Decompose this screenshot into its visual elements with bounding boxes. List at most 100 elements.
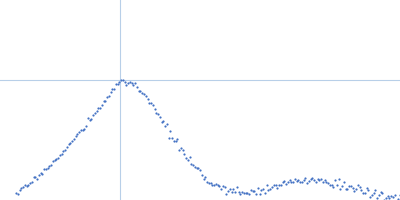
Point <box>194 166 200 169</box>
Point <box>274 186 280 190</box>
Point <box>109 88 116 91</box>
Point <box>272 184 279 187</box>
Point <box>328 184 335 187</box>
Point <box>339 184 345 187</box>
Point <box>176 148 182 151</box>
Point <box>350 186 356 190</box>
Point <box>276 184 282 187</box>
Point <box>74 132 80 136</box>
Point <box>206 181 212 184</box>
Point <box>78 129 84 132</box>
Point <box>270 183 277 187</box>
Point <box>58 153 65 156</box>
Point <box>185 158 191 161</box>
Point <box>390 196 396 199</box>
Point <box>278 184 284 187</box>
Point <box>300 179 307 182</box>
Point <box>57 153 63 156</box>
Point <box>381 198 388 200</box>
Point <box>323 180 330 183</box>
Point <box>360 192 366 195</box>
Point <box>299 180 305 183</box>
Point <box>262 192 268 195</box>
Point <box>86 118 93 122</box>
Point <box>53 157 60 161</box>
Point <box>286 179 293 182</box>
Point <box>370 191 377 194</box>
Point <box>62 148 68 152</box>
Point <box>376 193 382 196</box>
Point <box>372 188 379 192</box>
Point <box>116 80 123 83</box>
Point <box>264 183 270 186</box>
Point <box>99 104 105 107</box>
Point <box>355 183 361 186</box>
Point <box>60 149 66 152</box>
Point <box>353 188 359 191</box>
Point <box>392 193 398 196</box>
Point <box>344 188 350 191</box>
Point <box>136 89 142 92</box>
Point <box>260 188 266 191</box>
Point <box>71 137 77 140</box>
Point <box>142 95 149 98</box>
Point <box>218 188 224 191</box>
Point <box>155 112 161 115</box>
Point <box>304 182 310 185</box>
Point <box>104 96 110 99</box>
Point <box>334 183 340 187</box>
Point <box>67 142 74 145</box>
Point <box>267 188 274 191</box>
Point <box>150 104 156 107</box>
Point <box>22 183 28 186</box>
Point <box>369 194 375 197</box>
Point <box>318 178 324 181</box>
Point <box>223 192 230 196</box>
Point <box>395 197 400 200</box>
Point <box>297 181 303 184</box>
Point <box>46 164 52 167</box>
Point <box>397 193 400 196</box>
Point <box>222 186 228 189</box>
Point <box>251 189 258 192</box>
Point <box>311 178 317 181</box>
Point <box>28 180 35 183</box>
Point <box>356 186 363 189</box>
Point <box>330 185 336 188</box>
Point <box>302 176 308 180</box>
Point <box>83 124 89 128</box>
Point <box>44 167 51 170</box>
Point <box>258 189 265 192</box>
Point <box>102 99 109 103</box>
Point <box>32 175 38 179</box>
Point <box>27 181 33 184</box>
Point <box>200 177 207 180</box>
Point <box>204 181 210 184</box>
Point <box>72 134 79 138</box>
Point <box>14 192 21 196</box>
Point <box>36 174 42 177</box>
Point <box>30 176 37 179</box>
Point <box>306 179 312 182</box>
Point <box>314 177 321 180</box>
Point <box>66 142 72 146</box>
Point <box>290 180 296 183</box>
Point <box>139 91 146 94</box>
Point <box>313 180 319 183</box>
Point <box>127 81 133 84</box>
Point <box>94 109 100 112</box>
Point <box>236 191 242 194</box>
Point <box>23 184 30 187</box>
Point <box>367 195 373 199</box>
Point <box>284 181 291 184</box>
Point <box>43 168 49 171</box>
Point <box>122 80 128 83</box>
Point <box>228 190 235 193</box>
Point <box>134 86 140 89</box>
Point <box>195 167 202 170</box>
Point <box>348 185 354 188</box>
Point <box>386 197 393 200</box>
Point <box>362 191 368 194</box>
Point <box>225 189 231 192</box>
Point <box>171 140 177 143</box>
